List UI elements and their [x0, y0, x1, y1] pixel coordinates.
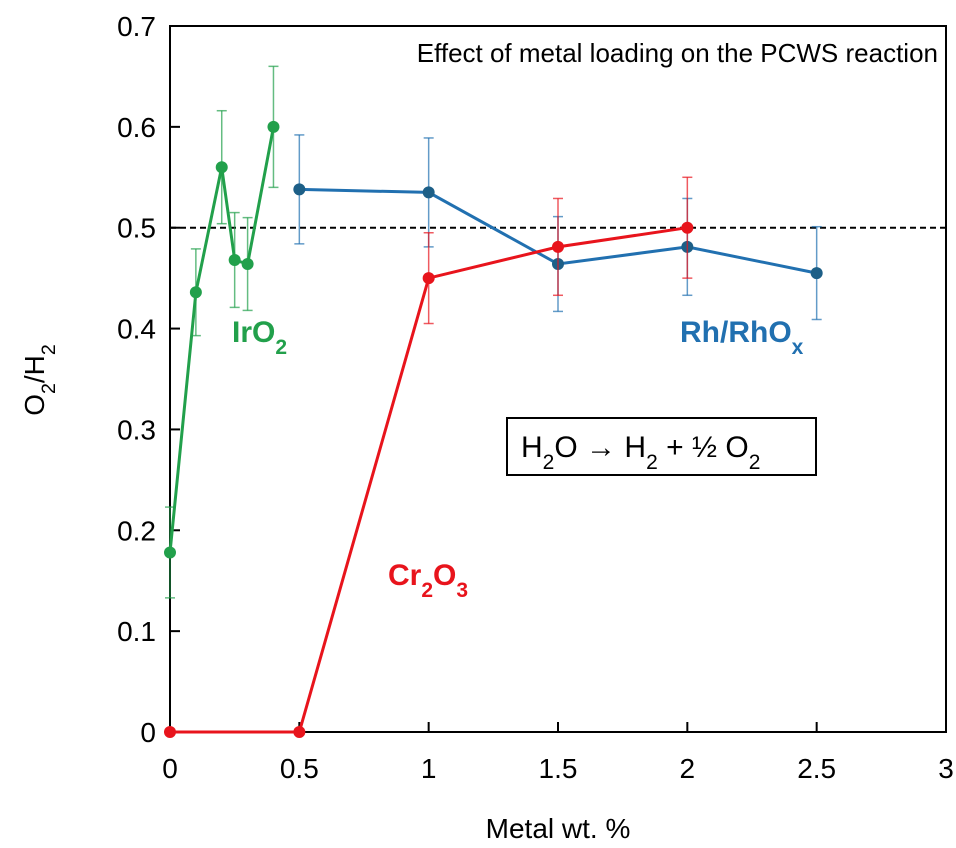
series-label-cr2o3: Cr2O3 [388, 559, 468, 602]
y-tick-label: 0.7 [117, 11, 156, 42]
x-tick-label: 1 [421, 753, 437, 784]
x-tick-label: 2 [680, 753, 696, 784]
data-point [164, 726, 176, 738]
data-point [552, 241, 564, 253]
y-tick-label: 0.2 [117, 515, 156, 546]
data-point [681, 222, 693, 234]
series-label-rh-rhox: Rh/RhOx [680, 316, 804, 359]
data-point [164, 546, 176, 558]
chart-title: Effect of metal loading on the PCWS reac… [417, 38, 938, 68]
axis-ticks [170, 26, 946, 732]
x-tick-label: 2.5 [797, 753, 836, 784]
y-tick-labels: 0 0.1 0.2 0.3 0.4 0.5 0.6 0.7 [117, 11, 156, 748]
data-point [293, 183, 305, 195]
data-point [190, 286, 202, 298]
y-tick-label: 0.6 [117, 112, 156, 143]
data-point [229, 254, 241, 266]
y-tick-label: 0.4 [117, 314, 156, 345]
y-tick-label: 0.1 [117, 616, 156, 647]
x-tick-label: 1.5 [539, 753, 578, 784]
x-tick-label: 0 [162, 753, 178, 784]
y-tick-label: 0.3 [117, 414, 156, 445]
x-tick-label: 3 [938, 753, 954, 784]
plot-frame [170, 26, 946, 732]
x-axis-title: Metal wt. % [486, 813, 631, 844]
data-point [811, 267, 823, 279]
data-point [423, 272, 435, 284]
data-point [242, 258, 254, 270]
data-point [267, 121, 279, 133]
x-tick-labels: 0 0.5 1 1.5 2 2.5 3 [162, 753, 954, 784]
x-tick-label: 0.5 [280, 753, 319, 784]
data-point [216, 161, 228, 173]
data-point [423, 186, 435, 198]
series-label-iro2: IrO2 [232, 316, 287, 359]
series-layer [164, 66, 823, 738]
y-axis-title: O2/H2 [19, 344, 60, 416]
y-tick-label: 0 [140, 717, 156, 748]
data-point [293, 726, 305, 738]
y-tick-label: 0.5 [117, 213, 156, 244]
